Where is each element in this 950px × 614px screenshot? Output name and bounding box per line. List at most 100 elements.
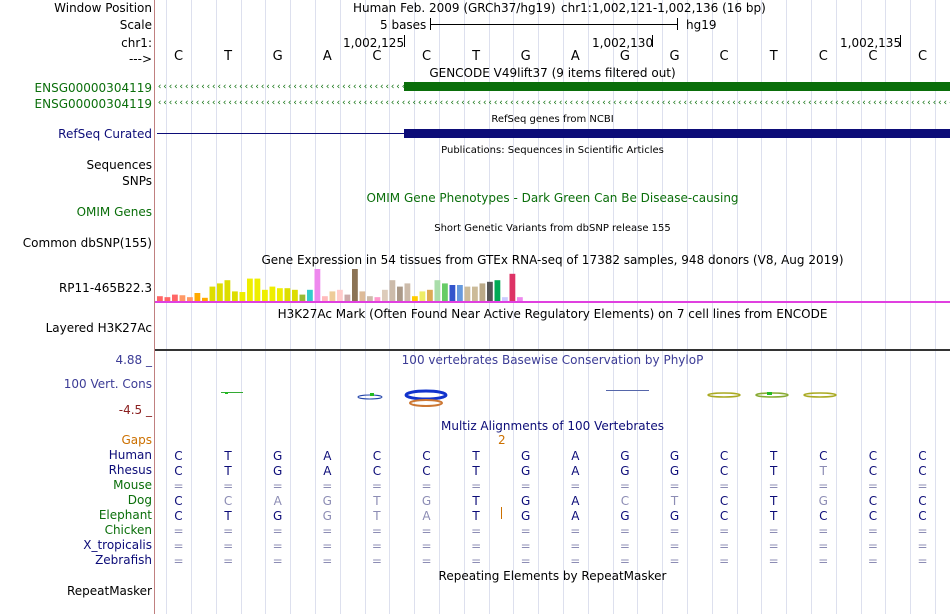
gtex-bar[interactable] [172, 294, 178, 301]
scale-bar [430, 24, 678, 25]
species-label[interactable]: Rhesus [108, 463, 152, 477]
gtex-bar[interactable] [457, 285, 463, 301]
gtex-bar[interactable] [239, 292, 246, 301]
gtex-bar[interactable] [202, 297, 208, 301]
gtex-bar[interactable] [374, 297, 381, 301]
alignment-base: = [917, 554, 928, 568]
species-label[interactable]: Chicken [104, 523, 152, 537]
gtex-bar[interactable] [277, 288, 283, 301]
grid-line [290, 0, 291, 614]
gtex-gene-label[interactable]: RP11-465B22.3 [58, 281, 152, 295]
gtex-bar[interactable] [299, 294, 306, 301]
alignment-base: C [719, 449, 729, 463]
omim-track-title[interactable]: OMIM Gene Phenotypes - Dark Green Can Be… [366, 191, 739, 205]
alignment-base: = [471, 554, 482, 568]
gtex-bar[interactable] [404, 283, 411, 301]
gtex-bar[interactable] [322, 296, 328, 301]
refseq-track-title[interactable]: RefSeq genes from NCBI [491, 114, 614, 125]
gtex-bar[interactable] [464, 286, 471, 301]
gtex-bar[interactable] [187, 297, 193, 301]
gencode-1-exon[interactable] [404, 82, 950, 91]
gencode-item-1-label[interactable]: ENSG00000304119 [34, 81, 152, 95]
gtex-bar[interactable] [494, 280, 501, 301]
gtex-bar[interactable] [382, 289, 388, 301]
grid-line [166, 0, 167, 614]
gtex-bar[interactable] [412, 296, 418, 301]
gtex-bar[interactable] [344, 294, 351, 301]
gtex-bar[interactable] [209, 286, 216, 301]
cons-track-label[interactable]: 100 Vert. Cons [63, 377, 152, 391]
gtex-bar[interactable] [247, 278, 253, 301]
gtex-bar[interactable] [329, 291, 336, 301]
gtex-bar[interactable] [509, 273, 516, 301]
dbsnp-track-label[interactable]: Common dbSNP(155) [22, 236, 152, 250]
gtex-bar[interactable] [262, 289, 268, 301]
alignment-base: C [422, 449, 431, 463]
h3k27ac-track-label[interactable]: Layered H3K27Ac [45, 321, 152, 335]
gtex-bar[interactable] [434, 280, 441, 301]
sequences-track-label[interactable]: Sequences [86, 158, 152, 172]
dbsnp-track-title[interactable]: Short Genetic Variants from dbSNP releas… [434, 223, 671, 234]
gtex-bar[interactable] [284, 288, 291, 301]
alignment-base: = [371, 479, 382, 493]
publications-track-title[interactable]: Publications: Sequences in Scientific Ar… [441, 145, 664, 156]
h3k27ac-signal [155, 349, 950, 351]
gtex-bar[interactable] [314, 269, 321, 301]
gtex-bar[interactable] [292, 289, 298, 301]
species-label[interactable]: Mouse [113, 478, 152, 492]
repeatmasker-track-label[interactable]: RepeatMasker [66, 584, 152, 598]
refseq-intron-line[interactable] [157, 133, 405, 134]
omim-track-label[interactable]: OMIM Genes [76, 205, 152, 219]
gtex-track-title[interactable]: Gene Expression in 54 tissues from GTEx … [261, 253, 844, 267]
gencode-2-intron[interactable]: ‹‹‹‹‹‹‹‹‹‹‹‹‹‹‹‹‹‹‹‹‹‹‹‹‹‹‹‹‹‹‹‹‹‹‹‹‹‹‹‹… [157, 99, 950, 108]
gencode-1-intron[interactable]: ‹‹‹‹‹‹‹‹‹‹‹‹‹‹‹‹‹‹‹‹‹‹‹‹‹‹‹‹‹‹‹‹‹‹‹‹‹‹‹‹… [157, 83, 405, 92]
gtex-bar[interactable] [217, 283, 223, 301]
gtex-bar-chart[interactable] [155, 269, 950, 303]
gtex-bar[interactable] [502, 297, 508, 301]
gtex-bar[interactable] [367, 296, 373, 301]
snps-track-label[interactable]: SNPs [122, 174, 152, 188]
gtex-bar[interactable] [307, 289, 313, 301]
phylop-track-title[interactable]: 100 vertebrates Basewise Conservation by… [401, 353, 704, 367]
gtex-bar[interactable] [254, 278, 261, 301]
gtex-bar[interactable] [157, 296, 163, 301]
species-label[interactable]: X_tropicalis [83, 538, 152, 552]
ruler-base: C [868, 49, 878, 64]
gtex-bar[interactable] [232, 291, 238, 301]
gencode-item-2-label[interactable]: ENSG00000304119 [34, 97, 152, 111]
gtex-bar[interactable] [359, 291, 366, 301]
gtex-bar[interactable] [397, 286, 403, 301]
refseq-exon[interactable] [404, 129, 950, 138]
gtex-bar[interactable] [449, 285, 456, 301]
gtex-bar[interactable] [487, 281, 493, 301]
grid-line [786, 0, 787, 614]
gtex-bar[interactable] [389, 280, 396, 301]
alignment-base: G [521, 509, 531, 523]
gtex-bar[interactable] [479, 283, 486, 301]
gtex-bar[interactable] [224, 280, 231, 301]
gtex-bar[interactable] [194, 293, 201, 301]
gtex-bar[interactable] [419, 291, 426, 301]
gtex-bar[interactable] [337, 289, 343, 301]
species-label[interactable]: Elephant [98, 508, 152, 522]
species-label[interactable]: Human [108, 448, 152, 462]
gencode-track-title[interactable]: GENCODE V49lift37 (9 items filtered out) [429, 66, 676, 80]
alignment-base: = [619, 554, 630, 568]
species-label[interactable]: Dog [127, 493, 152, 507]
gtex-bar[interactable] [427, 289, 433, 301]
repeatmasker-track-title[interactable]: Repeating Elements by RepeatMasker [438, 569, 667, 583]
species-label[interactable]: Zebrafish [95, 553, 152, 567]
multiz-track-title[interactable]: Multiz Alignments of 100 Vertebrates [440, 419, 665, 433]
gtex-chart[interactable] [155, 269, 950, 303]
gtex-bar[interactable] [442, 283, 448, 301]
gtex-bar[interactable] [352, 269, 358, 301]
gtex-bar[interactable] [179, 295, 186, 301]
gtex-bar[interactable] [164, 297, 171, 301]
refseq-track-label[interactable]: RefSeq Curated [58, 127, 152, 141]
gtex-bar[interactable] [269, 286, 276, 301]
alignment-base: C [868, 509, 878, 523]
gtex-bar[interactable] [472, 286, 478, 301]
gtex-bar[interactable] [517, 297, 523, 301]
h3k27ac-track-title[interactable]: H3K27Ac Mark (Often Found Near Active Re… [277, 307, 828, 321]
ruler-base: A [322, 49, 332, 64]
